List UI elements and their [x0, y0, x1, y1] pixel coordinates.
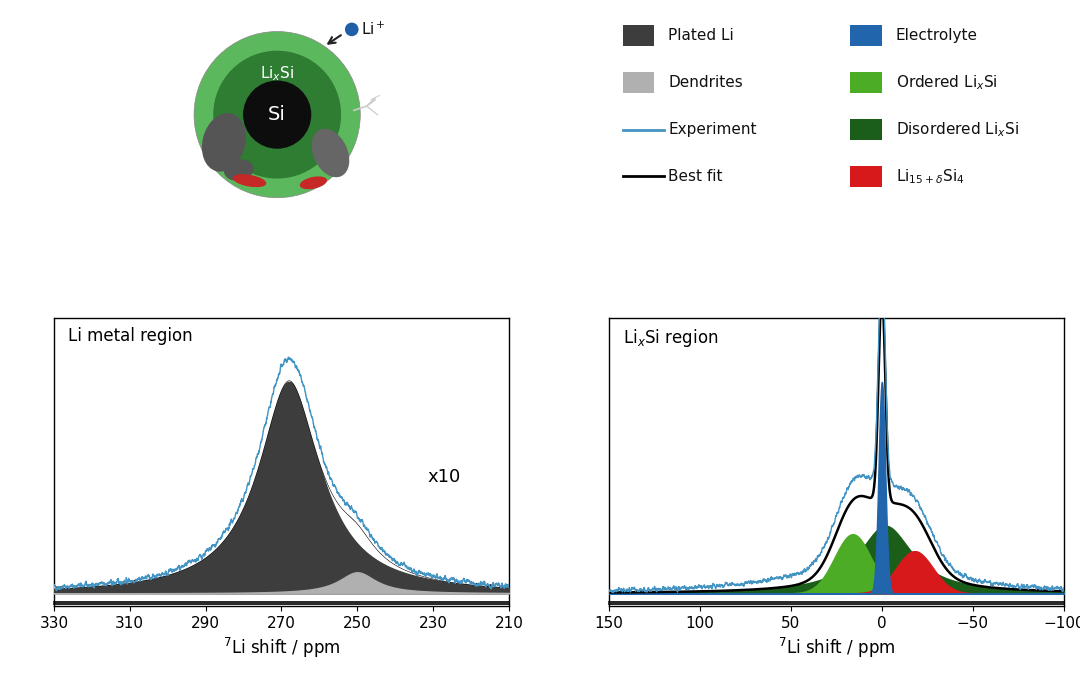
Text: Plated Li: Plated Li — [669, 29, 733, 44]
FancyBboxPatch shape — [850, 165, 882, 187]
Text: Best fit: Best fit — [669, 169, 723, 184]
Ellipse shape — [312, 129, 349, 177]
Text: Disordered Li$_x$Si: Disordered Li$_x$Si — [895, 120, 1018, 139]
Ellipse shape — [213, 50, 341, 178]
Circle shape — [345, 22, 359, 36]
Text: x10: x10 — [427, 468, 460, 486]
Text: Si: Si — [268, 105, 286, 124]
Text: Li$^+$: Li$^+$ — [362, 20, 386, 38]
Ellipse shape — [300, 176, 327, 189]
Text: Dendrites: Dendrites — [669, 75, 743, 90]
Text: Experiment: Experiment — [669, 122, 757, 137]
FancyBboxPatch shape — [850, 119, 882, 140]
FancyBboxPatch shape — [622, 72, 654, 93]
Ellipse shape — [224, 159, 254, 181]
FancyBboxPatch shape — [622, 25, 654, 46]
Text: Li metal region: Li metal region — [68, 327, 192, 345]
X-axis label: $^7$Li shift / ppm: $^7$Li shift / ppm — [222, 636, 340, 661]
Ellipse shape — [202, 113, 246, 172]
Ellipse shape — [194, 31, 361, 197]
Ellipse shape — [243, 80, 311, 148]
Text: Li$_x$Si region: Li$_x$Si region — [622, 327, 718, 349]
Text: Ordered Li$_x$Si: Ordered Li$_x$Si — [895, 74, 997, 92]
FancyBboxPatch shape — [850, 72, 882, 93]
Text: Li$_{15+\delta}$Si$_4$: Li$_{15+\delta}$Si$_4$ — [895, 167, 964, 186]
Text: Li$_x$Si: Li$_x$Si — [260, 65, 294, 84]
FancyBboxPatch shape — [850, 25, 882, 46]
Text: Electrolyte: Electrolyte — [895, 29, 977, 44]
Ellipse shape — [232, 174, 267, 187]
X-axis label: $^7$Li shift / ppm: $^7$Li shift / ppm — [778, 636, 895, 661]
